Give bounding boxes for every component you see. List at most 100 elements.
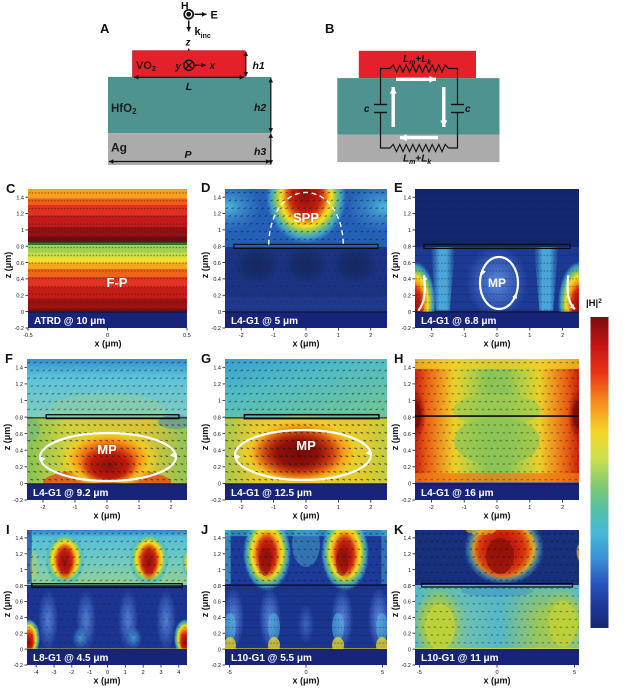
svg-text:0.6: 0.6 (15, 432, 23, 438)
svg-text:0.6: 0.6 (403, 261, 411, 267)
svg-text:L10-G1 @ 11 μm: L10-G1 @ 11 μm (421, 653, 499, 664)
svg-text:1: 1 (218, 399, 221, 405)
svg-text:0.4: 0.4 (16, 277, 24, 283)
svg-text:0.6: 0.6 (213, 261, 221, 267)
svg-text:0: 0 (218, 310, 221, 316)
svg-text:1: 1 (528, 505, 531, 511)
svg-text:G: G (201, 351, 211, 366)
svg-text:1: 1 (337, 505, 340, 511)
svg-text:-0.2: -0.2 (212, 498, 221, 504)
svg-text:|H|2: |H|2 (586, 298, 602, 309)
svg-text:HfO2: HfO2 (111, 103, 137, 116)
svg-text:0: 0 (21, 310, 24, 316)
svg-text:0.6: 0.6 (213, 432, 221, 438)
svg-text:1.4: 1.4 (213, 536, 221, 542)
svg-text:x (μm): x (μm) (292, 339, 319, 349)
svg-text:0.4: 0.4 (15, 448, 23, 454)
svg-text:-0.2: -0.2 (14, 498, 23, 504)
svg-text:C: C (6, 181, 16, 196)
svg-text:1: 1 (218, 568, 221, 574)
svg-text:h2: h2 (254, 102, 266, 114)
svg-text:L4-G1 @ 12.5 μm: L4-G1 @ 12.5 μm (231, 488, 312, 499)
svg-text:1: 1 (408, 228, 411, 234)
svg-text:-2: -2 (69, 670, 74, 676)
svg-text:-2: -2 (239, 333, 244, 339)
svg-text:x (μm): x (μm) (93, 676, 120, 686)
svg-text:1.4: 1.4 (15, 366, 23, 372)
svg-text:1.4: 1.4 (403, 195, 411, 201)
svg-text:y: y (175, 62, 182, 73)
svg-text:-0.2: -0.2 (15, 326, 24, 332)
svg-text:-1: -1 (462, 505, 467, 511)
svg-text:B: B (325, 21, 334, 36)
svg-text:-0.5: -0.5 (23, 333, 32, 339)
svg-text:MP: MP (488, 276, 506, 290)
svg-text:0: 0 (304, 333, 307, 339)
svg-text:2: 2 (142, 670, 145, 676)
svg-text:x (μm): x (μm) (483, 676, 510, 686)
svg-text:1.2: 1.2 (15, 382, 23, 388)
svg-text:-2: -2 (429, 505, 434, 511)
svg-text:0: 0 (304, 505, 307, 511)
svg-text:0: 0 (106, 333, 109, 339)
svg-text:0: 0 (495, 670, 498, 676)
svg-text:0.4: 0.4 (213, 277, 221, 283)
svg-text:-0.2: -0.2 (14, 663, 23, 669)
svg-text:0.6: 0.6 (403, 600, 411, 606)
svg-text:z (μm): z (μm) (390, 591, 400, 618)
svg-text:L: L (186, 81, 192, 93)
svg-text:4: 4 (177, 670, 180, 676)
svg-text:1.2: 1.2 (403, 212, 411, 218)
svg-text:0.6: 0.6 (403, 432, 411, 438)
svg-text:z (μm): z (μm) (200, 252, 210, 279)
svg-text:z (μm): z (μm) (3, 252, 13, 279)
svg-text:-2: -2 (41, 505, 46, 511)
svg-text:x (μm): x (μm) (94, 339, 121, 349)
svg-text:1: 1 (20, 399, 23, 405)
svg-text:-1: -1 (271, 505, 276, 511)
svg-text:J: J (201, 522, 208, 537)
svg-text:2: 2 (169, 505, 172, 511)
svg-text:0.8: 0.8 (16, 244, 24, 250)
svg-text:-0.2: -0.2 (212, 663, 221, 669)
svg-text:D: D (201, 180, 210, 195)
svg-text:h3: h3 (254, 146, 266, 158)
svg-text:L4-G1 @ 9.2 μm: L4-G1 @ 9.2 μm (33, 488, 108, 499)
svg-text:1.4: 1.4 (15, 536, 23, 542)
svg-text:MP: MP (97, 442, 117, 457)
svg-text:3: 3 (159, 670, 162, 676)
svg-text:1.4: 1.4 (213, 366, 221, 372)
svg-text:I: I (6, 522, 10, 537)
svg-text:K: K (394, 522, 404, 537)
svg-text:0.8: 0.8 (403, 584, 411, 590)
svg-text:L4-G1 @ 6.8 μm: L4-G1 @ 6.8 μm (421, 316, 496, 327)
svg-text:0.6: 0.6 (213, 600, 221, 606)
svg-text:0.4: 0.4 (15, 616, 23, 622)
svg-text:Ag: Ag (111, 141, 127, 155)
svg-text:H: H (181, 0, 189, 12)
svg-text:E: E (211, 10, 218, 22)
svg-text:1.4: 1.4 (213, 195, 221, 201)
svg-text:0: 0 (106, 670, 109, 676)
svg-text:-4: -4 (34, 670, 39, 676)
svg-text:VO2: VO2 (136, 60, 156, 73)
svg-text:2: 2 (369, 505, 372, 511)
svg-text:z (μm): z (μm) (200, 591, 210, 618)
svg-text:0.4: 0.4 (403, 277, 411, 283)
svg-text:1.2: 1.2 (213, 552, 221, 558)
svg-text:A: A (100, 21, 110, 36)
svg-text:0.6: 0.6 (16, 261, 24, 267)
svg-text:MP: MP (296, 438, 316, 453)
svg-text:0.8: 0.8 (213, 584, 221, 590)
svg-text:-0.2: -0.2 (402, 498, 411, 504)
svg-text:0.6: 0.6 (15, 600, 23, 606)
svg-text:2: 2 (369, 333, 372, 339)
svg-text:0: 0 (495, 333, 498, 339)
svg-text:-1: -1 (462, 333, 467, 339)
svg-text:1.2: 1.2 (15, 552, 23, 558)
svg-text:-1: -1 (73, 505, 78, 511)
svg-text:c: c (465, 104, 471, 115)
svg-text:0.8: 0.8 (403, 244, 411, 250)
svg-text:F: F (5, 351, 13, 366)
svg-text:0.2: 0.2 (403, 631, 411, 637)
